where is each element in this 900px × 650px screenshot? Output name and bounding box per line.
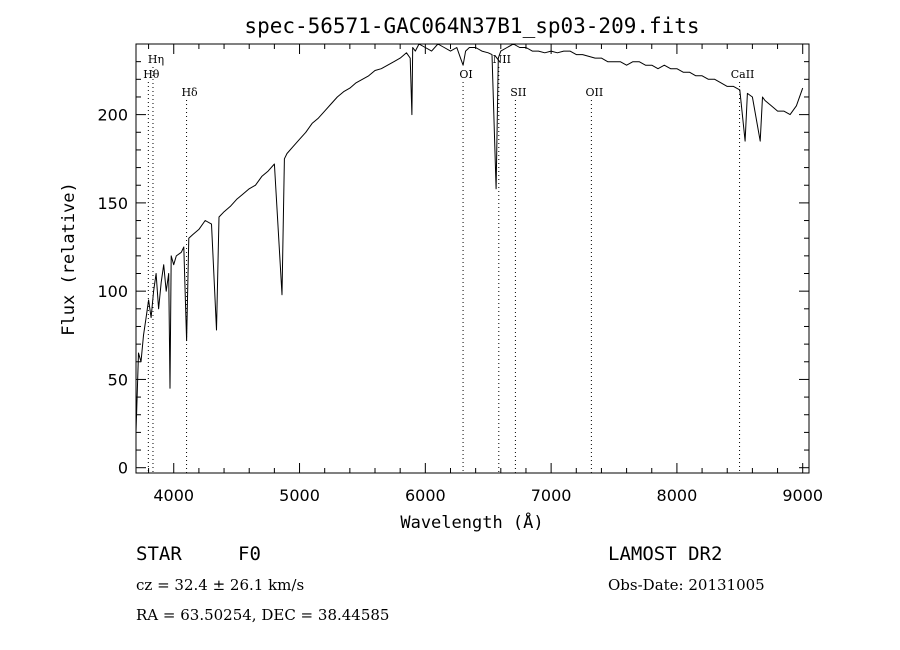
line-marker-label: CaII xyxy=(731,68,755,81)
y-tick-label: 50 xyxy=(108,370,128,389)
plot-frame xyxy=(135,43,810,474)
x-tick-label: 7000 xyxy=(531,486,572,505)
x-tick-label: 4000 xyxy=(153,486,194,505)
observation-date: Obs-Date: 20131005 xyxy=(608,576,765,594)
y-tick-label: 200 xyxy=(97,106,128,125)
spectrum-line xyxy=(135,43,804,433)
survey-name: LAMOST DR2 xyxy=(608,543,722,565)
y-tick-label: 100 xyxy=(97,282,128,301)
object-type: STAR xyxy=(136,543,182,565)
spectrum-series xyxy=(135,43,804,433)
emission-line-markers: Hη Hθ Hδ OI NII SII OII CaII xyxy=(143,53,754,473)
line-marker-label: OI xyxy=(459,68,472,81)
sky-coordinates: RA = 63.50254, DEC = 38.44585 xyxy=(136,606,389,624)
x-tick-label: 5000 xyxy=(279,486,320,505)
redshift-velocity: cz = 32.4 ± 26.1 km/s xyxy=(136,576,304,594)
line-marker-label: Hη xyxy=(148,53,164,66)
line-marker-label: NII xyxy=(493,53,511,66)
x-axis-ticks: 4000 5000 6000 7000 8000 9000 xyxy=(148,44,823,505)
line-marker-label: SII xyxy=(510,86,526,99)
line-marker-label: OII xyxy=(586,86,604,99)
x-axis-label: Wavelength (Å) xyxy=(400,511,543,533)
x-tick-label: 8000 xyxy=(657,486,698,505)
x-tick-label: 9000 xyxy=(782,486,823,505)
x-tick-label: 6000 xyxy=(405,486,446,505)
chart-title: spec-56571-GAC064N37B1_sp03-209.fits xyxy=(244,14,699,38)
line-marker-label: Hδ xyxy=(181,86,198,99)
y-tick-label: 150 xyxy=(97,194,128,213)
y-axis-label: Flux (relative) xyxy=(59,182,79,336)
spectral-subclass: F0 xyxy=(238,543,261,565)
y-tick-label: 0 xyxy=(118,459,128,478)
line-marker-label: Hθ xyxy=(143,68,160,81)
y-axis-ticks: 0 50 100 150 200 xyxy=(97,61,809,478)
